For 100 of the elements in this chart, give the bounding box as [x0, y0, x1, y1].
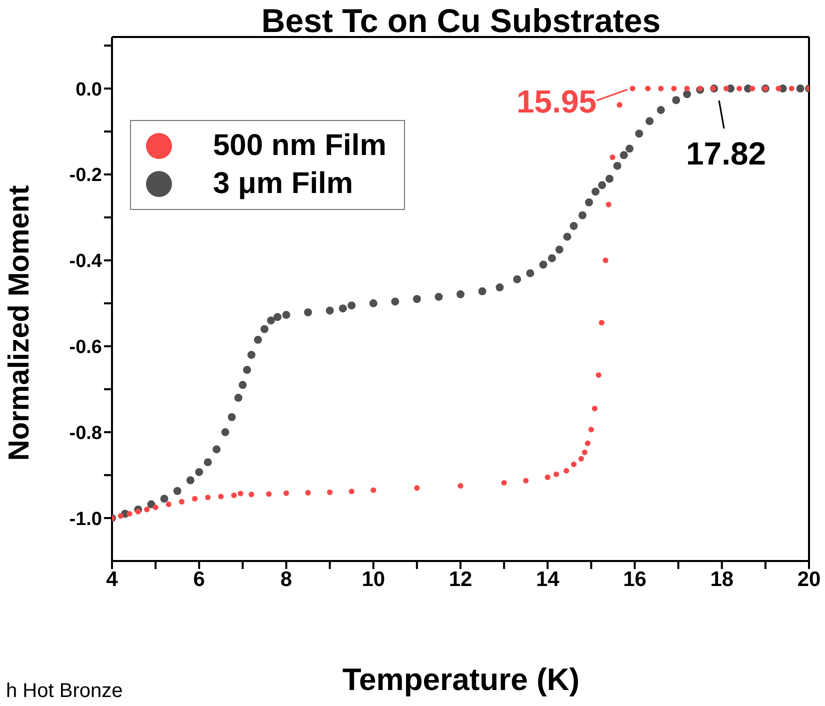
x-tick-label: 10 — [362, 568, 386, 591]
point — [796, 84, 804, 93]
point — [585, 198, 594, 206]
point — [598, 181, 606, 190]
point — [192, 496, 198, 502]
point — [370, 487, 376, 493]
x-tick-label: 12 — [448, 568, 472, 591]
point — [578, 211, 586, 220]
point — [221, 428, 230, 436]
y-tick-label: 0.0 — [76, 79, 102, 100]
point — [570, 462, 577, 468]
x-tick-label: 4 — [106, 568, 118, 591]
point — [212, 445, 221, 454]
point — [266, 491, 272, 497]
point — [684, 86, 690, 92]
point — [671, 86, 677, 92]
point — [195, 468, 204, 476]
point — [305, 490, 311, 496]
point — [496, 283, 504, 292]
point — [672, 96, 680, 104]
x-tick-label: 6 — [193, 568, 205, 591]
point — [228, 413, 236, 422]
point — [736, 86, 742, 92]
point — [613, 162, 622, 170]
point — [598, 320, 604, 326]
point — [548, 254, 556, 262]
chart-title: Best Tc on Cu Substrates — [260, 2, 662, 40]
point — [326, 306, 334, 315]
point — [135, 508, 141, 514]
point — [570, 222, 578, 230]
x-tick-label: 18 — [710, 568, 734, 591]
point — [646, 117, 654, 126]
point — [584, 440, 591, 446]
point — [630, 86, 636, 92]
point — [254, 336, 262, 344]
point — [616, 102, 622, 108]
point — [592, 406, 598, 412]
point — [788, 86, 794, 92]
point — [555, 246, 564, 254]
point — [238, 490, 244, 496]
annotation: 15.95 — [516, 84, 597, 120]
legend-label: 3 μm Film — [213, 166, 354, 202]
point — [563, 232, 572, 241]
point — [412, 295, 421, 303]
point — [596, 372, 602, 378]
point — [238, 380, 247, 389]
point — [582, 450, 588, 456]
y-tick-label: -0.8 — [69, 422, 102, 444]
point — [588, 426, 594, 432]
point — [592, 188, 600, 196]
point — [160, 494, 168, 503]
point — [578, 456, 584, 462]
point — [391, 298, 400, 306]
text: h Hot Bronze — [6, 680, 123, 703]
point — [304, 308, 312, 316]
point — [602, 258, 608, 264]
y-tick-label: -0.2 — [69, 165, 102, 186]
point — [656, 106, 665, 114]
point — [205, 494, 211, 500]
point — [478, 287, 486, 296]
point — [231, 492, 237, 498]
y-tick-label: -1.0 — [69, 508, 102, 530]
point — [564, 468, 570, 474]
x-tick-label: 14 — [536, 568, 560, 591]
y-axis-title: Normalized Moment — [4, 185, 36, 461]
point — [697, 86, 703, 92]
annotation: 17.82 — [686, 136, 766, 172]
point — [544, 474, 550, 480]
point — [369, 299, 378, 308]
point — [456, 290, 464, 298]
point — [283, 490, 290, 496]
point — [178, 498, 184, 505]
point — [539, 260, 548, 269]
x-tick-label: 8 — [280, 568, 292, 591]
point — [348, 488, 354, 494]
x-tick-label: 16 — [623, 568, 646, 591]
point — [658, 86, 664, 92]
point — [513, 275, 522, 284]
point — [152, 504, 158, 510]
point — [605, 174, 614, 183]
point — [338, 304, 347, 312]
point — [186, 476, 194, 484]
point — [458, 483, 464, 489]
x-tick-label: 20 — [797, 568, 821, 591]
point — [750, 86, 756, 92]
point — [348, 301, 356, 310]
point — [204, 458, 212, 466]
y-tick-label: -0.6 — [69, 336, 102, 358]
point — [327, 489, 333, 496]
point — [610, 154, 616, 160]
point — [501, 480, 507, 486]
point — [523, 478, 529, 484]
point — [260, 325, 268, 334]
point — [606, 202, 612, 208]
point — [248, 492, 254, 498]
point — [635, 130, 644, 138]
y-tick-label: -0.4 — [69, 251, 102, 272]
point — [118, 513, 124, 519]
point — [247, 350, 256, 359]
point — [645, 86, 651, 92]
